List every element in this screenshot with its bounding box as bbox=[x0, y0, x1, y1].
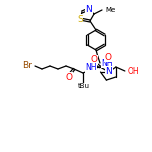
Text: N: N bbox=[106, 67, 112, 76]
Text: Me: Me bbox=[105, 7, 115, 12]
Text: NH: NH bbox=[85, 64, 97, 73]
Text: tBu: tBu bbox=[78, 83, 90, 89]
Text: NH: NH bbox=[101, 59, 112, 67]
Text: S: S bbox=[77, 14, 83, 24]
Text: O: O bbox=[105, 52, 112, 62]
Text: O: O bbox=[66, 73, 73, 81]
Text: N: N bbox=[86, 5, 92, 14]
Text: Br: Br bbox=[22, 62, 32, 71]
Text: O: O bbox=[90, 55, 97, 64]
Text: OH: OH bbox=[128, 67, 140, 76]
